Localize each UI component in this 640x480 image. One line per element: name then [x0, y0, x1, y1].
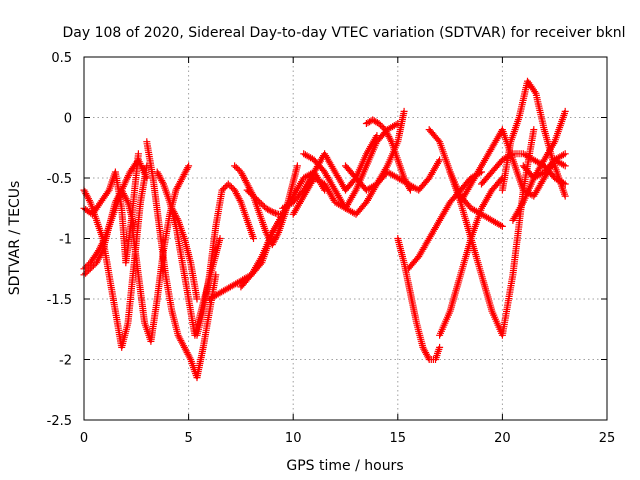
series-sat-track-22	[436, 174, 506, 339]
x-tick-label: 25	[599, 431, 616, 446]
y-tick-label: -1	[59, 233, 72, 248]
grid-lines	[84, 57, 607, 420]
x-axis-label: GPS time / hours	[286, 458, 403, 474]
series-sat-track-5	[128, 162, 193, 345]
plus-markers	[362, 116, 414, 194]
y-tick-label: 0	[64, 112, 72, 127]
plus-markers	[128, 162, 193, 345]
plus-markers	[446, 126, 538, 339]
x-tick-label: 5	[184, 431, 192, 446]
plus-markers	[243, 186, 289, 218]
y-tick-label: -2.5	[47, 414, 72, 429]
data-points	[80, 77, 569, 382]
series-sat-track-23	[446, 126, 538, 339]
chart-title: Day 108 of 2020, Sidereal Day-to-day VTE…	[63, 25, 626, 41]
x-tick-label: 15	[390, 431, 407, 446]
plus-markers	[300, 107, 408, 218]
y-tick-label: 0.5	[51, 51, 72, 66]
series-sat-track-13	[243, 186, 289, 218]
x-tick-label: 10	[285, 431, 302, 446]
plus-markers	[168, 204, 201, 303]
series-sat-track-8	[168, 204, 201, 303]
y-tick-label: -1.5	[47, 293, 72, 308]
x-tick-label: 0	[80, 431, 88, 446]
plus-markers	[436, 174, 506, 339]
series-sat-track-16	[300, 107, 408, 218]
plus-markers	[519, 150, 569, 182]
series-sat-track-9	[193, 180, 257, 339]
y-tick-label: -2	[59, 354, 72, 369]
series-sat-track-28	[519, 150, 569, 182]
x-axis-tick-labels: 0 5 10 15 20 25	[80, 431, 615, 446]
plus-markers	[193, 180, 257, 339]
plus-markers	[143, 138, 220, 382]
y-axis-label: SDTVAR / TECUs	[7, 181, 23, 296]
axis-ticks	[83, 56, 608, 421]
y-axis-tick-labels: -2.5 -2 -1.5 -1 -0.5 0 0.5	[47, 51, 72, 429]
y-tick-label: -0.5	[47, 172, 72, 187]
series-sat-track-6	[143, 138, 220, 382]
series-sat-track-18	[362, 116, 414, 194]
x-tick-label: 20	[494, 431, 511, 446]
